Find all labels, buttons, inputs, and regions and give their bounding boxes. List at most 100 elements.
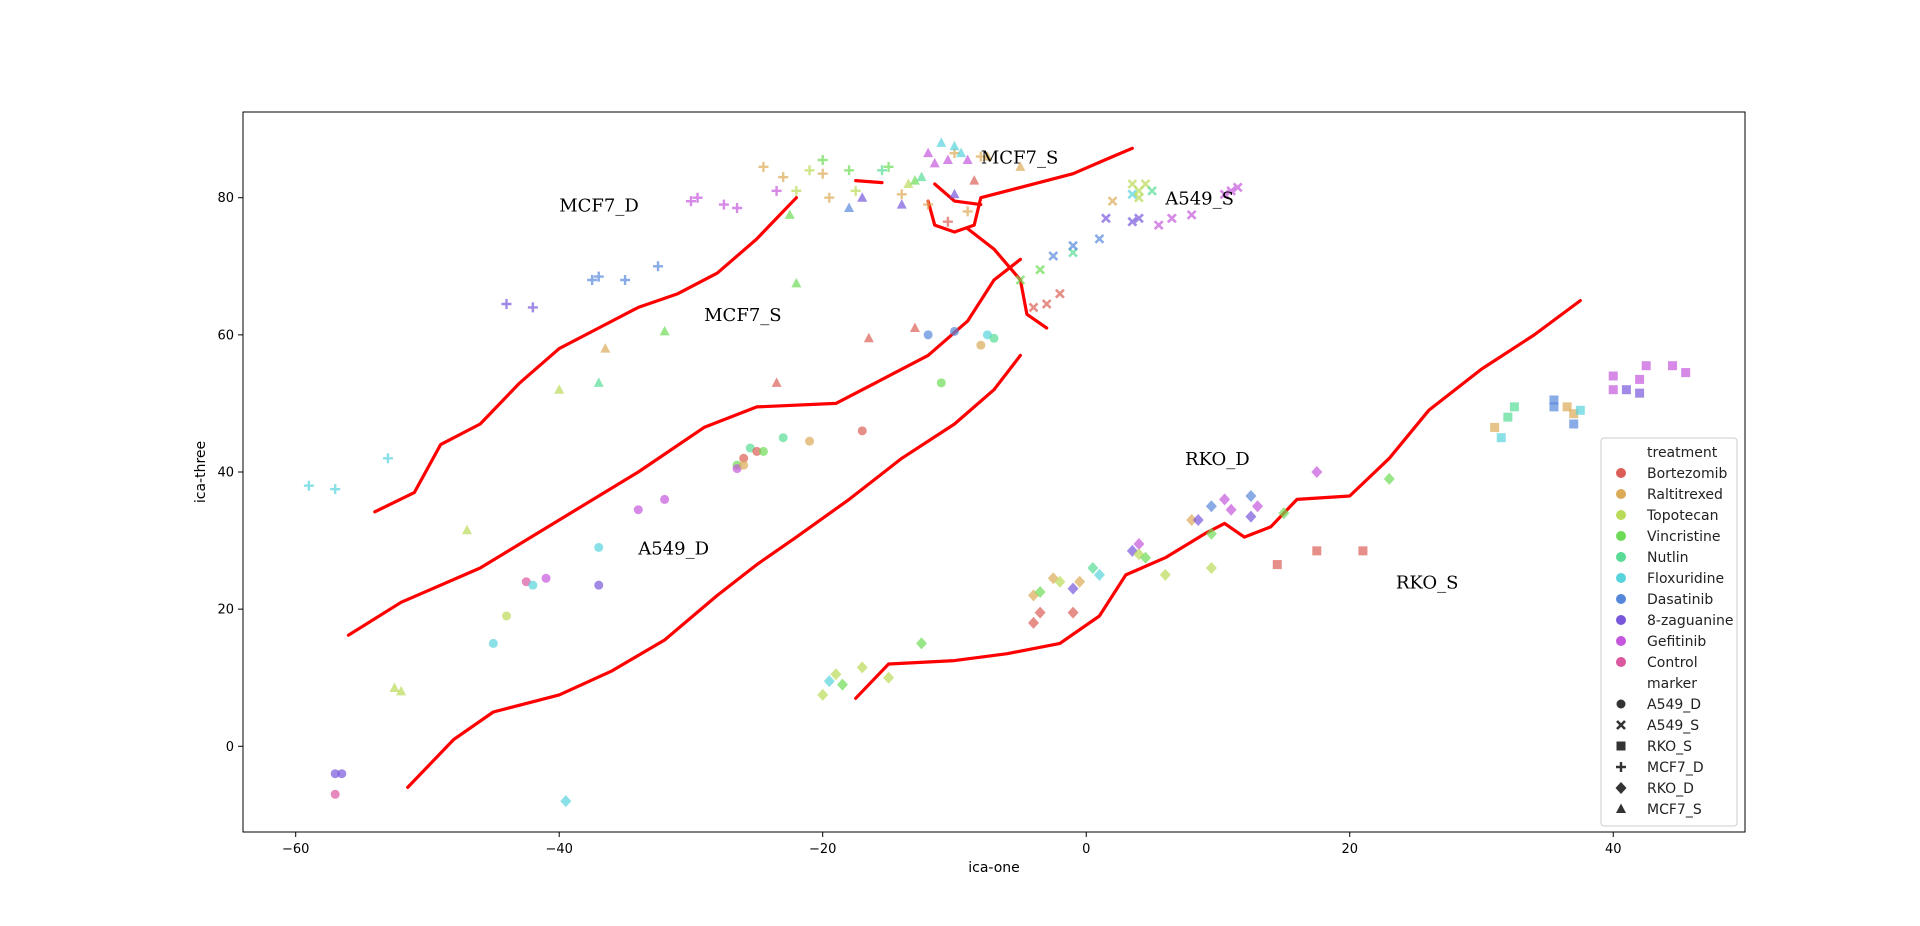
legend-entry: 8-zaguanine — [1647, 613, 1733, 629]
data-point — [784, 209, 795, 219]
data-point — [541, 573, 551, 583]
legend-swatch — [1616, 573, 1626, 583]
top-arc-boundary — [926, 146, 1134, 234]
data-point — [732, 203, 743, 213]
data-point — [501, 299, 512, 309]
data-point — [1549, 395, 1559, 405]
data-point — [1245, 490, 1257, 502]
y-tick-label: 0 — [226, 740, 234, 755]
boundary-lines — [346, 146, 1582, 790]
data-point — [1048, 251, 1059, 261]
legend-swatch — [1616, 594, 1626, 604]
legend-entry: RKO_D — [1647, 781, 1694, 797]
data-point — [330, 769, 340, 779]
A549_D-boundary — [406, 353, 1023, 790]
data-point — [916, 171, 927, 182]
data-point — [962, 154, 973, 164]
data-point — [975, 151, 986, 162]
annotations: MCF7_S A549_S MCF7_D MCF7_S A549_D RKO_D RKO_S — [559, 147, 1458, 593]
data-point — [909, 175, 920, 185]
data-point — [1681, 368, 1691, 378]
data-point — [620, 275, 631, 285]
data-point — [1028, 302, 1039, 313]
legend-box — [1600, 437, 1738, 827]
data-point — [1067, 582, 1079, 595]
data-point — [1153, 220, 1164, 231]
data-point — [1035, 264, 1046, 275]
legend-entry: RKO_S — [1647, 739, 1692, 755]
x-tick-label: 20 — [1341, 842, 1358, 857]
data-point — [949, 140, 960, 151]
annotation-label: MCF7_S — [704, 305, 781, 326]
legend-marker-swatch — [1616, 741, 1626, 751]
data-point — [303, 480, 314, 491]
data-point — [718, 199, 729, 210]
data-point — [1127, 216, 1138, 227]
legend-entry: Topotecan — [1646, 508, 1718, 524]
data-point — [633, 505, 643, 515]
data-point — [1503, 412, 1513, 422]
data-point — [758, 161, 769, 172]
data-point — [942, 154, 953, 164]
data-point — [844, 165, 855, 176]
data-point — [1490, 422, 1500, 432]
data-point — [1496, 433, 1506, 443]
data-point — [771, 377, 782, 387]
legend-swatch — [1616, 552, 1626, 562]
data-point — [1641, 361, 1651, 371]
data-point — [1608, 385, 1618, 395]
data-point — [1219, 189, 1230, 200]
plot-frame — [242, 111, 1746, 833]
data-point — [1205, 562, 1217, 574]
y-tick-label: 80 — [217, 191, 234, 206]
data-point — [488, 638, 498, 648]
legend-title-treatment: treatment — [1647, 445, 1718, 461]
data-point — [896, 189, 907, 200]
annotation-label: A549_S — [1164, 189, 1234, 210]
data-point — [1186, 209, 1197, 220]
data-point — [916, 637, 928, 650]
data-point — [593, 377, 604, 387]
data-point — [791, 277, 802, 288]
data-point — [1312, 546, 1322, 556]
data-point — [976, 340, 986, 350]
data-point — [903, 178, 914, 188]
data-point — [692, 192, 703, 203]
data-point — [1054, 288, 1065, 299]
data-point — [587, 275, 598, 285]
legend-marker-swatch — [1616, 762, 1626, 772]
data-point — [1127, 179, 1138, 189]
data-point — [1087, 562, 1099, 574]
data-point — [1549, 402, 1559, 412]
data-point — [850, 185, 861, 196]
legend-swatch — [1616, 636, 1626, 646]
legend-entry: Nutlin — [1647, 550, 1689, 566]
data-point — [560, 795, 572, 808]
x-axis-title: ica-one — [968, 860, 1020, 876]
data-point — [962, 206, 973, 217]
data-point — [1015, 275, 1026, 285]
data-point — [1028, 616, 1040, 629]
data-point — [1621, 385, 1631, 395]
data-point — [330, 484, 341, 495]
data-point — [337, 769, 347, 779]
data-point — [1205, 500, 1217, 513]
data-point — [778, 172, 789, 183]
data-point — [863, 332, 874, 343]
data-point — [389, 682, 400, 692]
data-point — [1107, 196, 1118, 207]
data-point — [527, 302, 538, 313]
data-point — [823, 675, 835, 688]
data-point — [1094, 233, 1105, 244]
legend-entry: A549_S — [1647, 718, 1699, 734]
data-point — [1635, 374, 1645, 384]
y-axis-ticks: 0 20 40 60 80 — [217, 191, 243, 755]
data-point — [1133, 538, 1145, 550]
data-point — [461, 524, 472, 535]
legend-swatch — [1616, 531, 1626, 541]
data-point — [1358, 546, 1368, 556]
legend-entry: Dasatinib — [1647, 592, 1713, 608]
data-point — [923, 330, 933, 340]
data-point — [877, 165, 888, 176]
data-point — [1562, 402, 1572, 412]
